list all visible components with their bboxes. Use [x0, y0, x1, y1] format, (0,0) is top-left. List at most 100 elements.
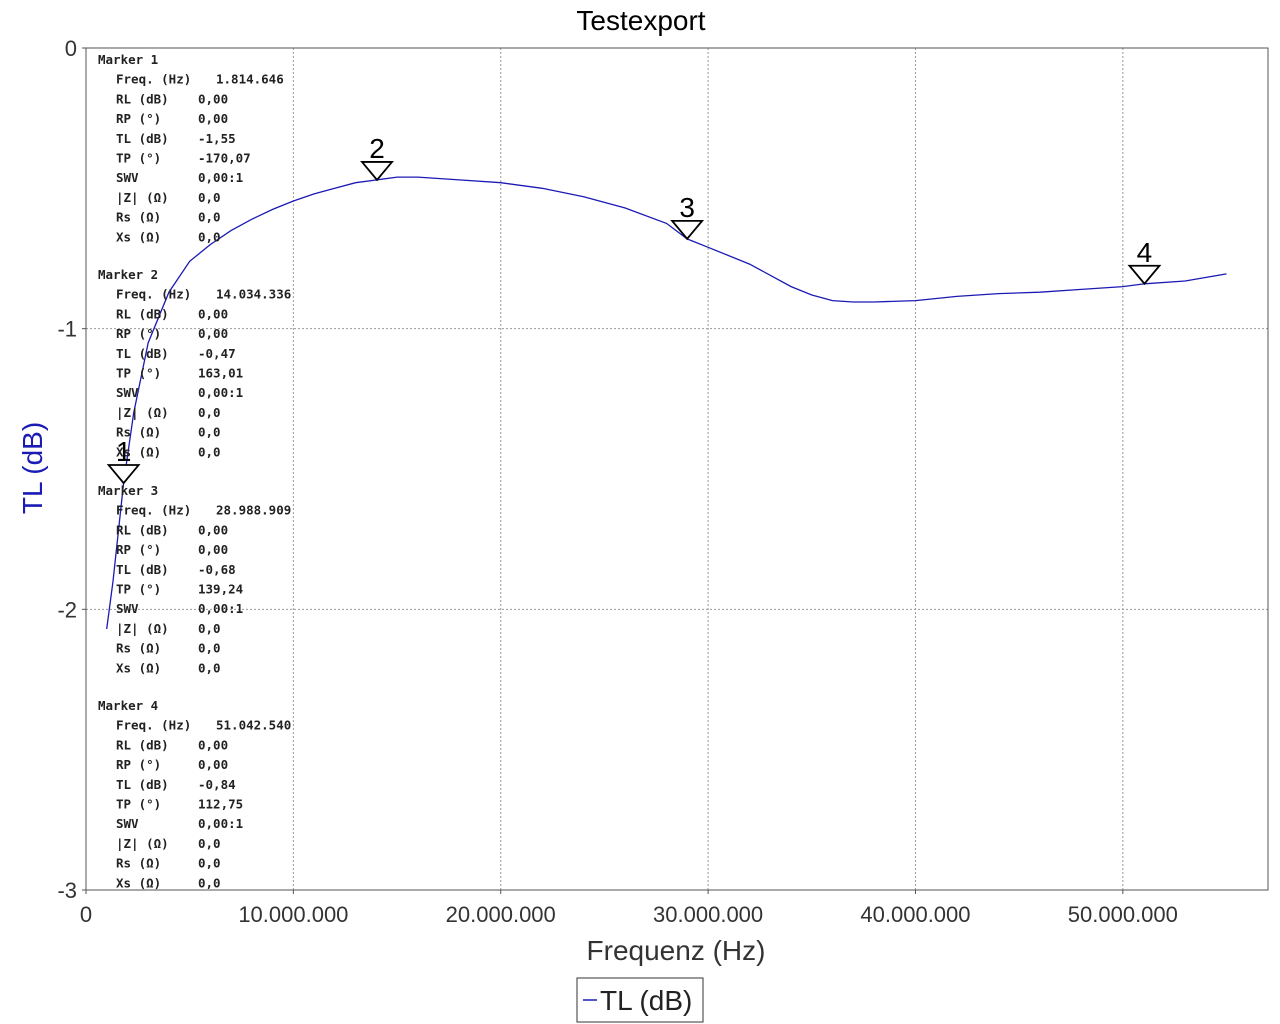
- marker-table-label: Rs (Ω): [116, 856, 161, 871]
- marker-table-label: TP (°): [116, 582, 161, 597]
- marker-table-label: Freq. (Hz): [116, 72, 191, 87]
- marker-number-1: 1: [116, 436, 132, 467]
- y-axis-label: TL (dB): [17, 422, 48, 514]
- marker-table-label: TL (dB): [116, 131, 169, 146]
- marker-table-header: Marker 4: [98, 698, 158, 713]
- marker-table-value: 163,01: [198, 366, 243, 381]
- marker-table-value: 14.034.336: [216, 287, 291, 302]
- marker-table-value: 0,00: [198, 542, 228, 557]
- marker-table-value: 0,0: [198, 875, 221, 890]
- marker-table-label: TP (°): [116, 366, 161, 381]
- marker-table-label: SWV: [116, 385, 139, 400]
- y-tick-label: -3: [57, 878, 77, 903]
- marker-table-value: 0,0: [198, 660, 221, 675]
- marker-table-value: 0,00:1: [198, 816, 243, 831]
- marker-table-label: Rs (Ω): [116, 210, 161, 225]
- marker-table-value: 0,00: [198, 522, 228, 537]
- marker-number-2: 2: [369, 133, 385, 164]
- y-ticks: 0 -1 -2 -3: [57, 36, 86, 903]
- marker-table-label: Rs (Ω): [116, 641, 161, 656]
- marker-table-label: TP (°): [116, 797, 161, 812]
- marker-table-label: Xs (Ω): [116, 660, 161, 675]
- marker-table-label: RL (dB): [116, 522, 169, 537]
- marker-table-label: |Z| (Ω): [116, 836, 169, 851]
- marker-table-value: 0,0: [198, 836, 221, 851]
- marker-table-value: 0,0: [198, 425, 221, 440]
- marker-table-label: |Z| (Ω): [116, 621, 169, 636]
- x-tick-label: 30.000.000: [653, 902, 763, 927]
- y-tick-label: -1: [57, 317, 77, 342]
- marker-table-label: |Z| (Ω): [116, 190, 169, 205]
- marker-table-value: 0,0: [198, 444, 221, 459]
- marker-table-header: Marker 1: [98, 52, 158, 67]
- y-tick-label: -2: [57, 597, 77, 622]
- marker-table-label: TP (°): [116, 151, 161, 166]
- legend: TL (dB): [576, 977, 704, 1023]
- marker-table-value: 0,0: [198, 641, 221, 656]
- marker-table-value: 0,00: [198, 326, 228, 341]
- marker-table-label: RL (dB): [116, 737, 169, 752]
- marker-table-label: RP (°): [116, 757, 161, 772]
- marker-table-value: 112,75: [198, 797, 243, 812]
- marker-table-label: TL (dB): [116, 346, 169, 361]
- plot-frame: [85, 47, 1269, 891]
- markers: 1 2 3 4: [106, 133, 1162, 485]
- marker-table-label: RP (°): [116, 326, 161, 341]
- marker-table-value: -1,55: [198, 131, 236, 146]
- marker-table-value: 0,00:1: [198, 601, 243, 616]
- marker-number-3: 3: [679, 192, 695, 223]
- marker-table-value: 0,0: [198, 190, 221, 205]
- marker-table-label: TL (dB): [116, 777, 169, 792]
- marker-table-label: Xs (Ω): [116, 875, 161, 890]
- marker-table-label: Xs (Ω): [116, 229, 161, 244]
- marker-table-label: RL (dB): [116, 91, 169, 106]
- marker-table-header: Marker 2: [98, 267, 158, 282]
- marker-table-value: 28.988.909: [216, 503, 291, 518]
- legend-entry: TL (dB): [600, 985, 692, 1016]
- x-tick-label: 20.000.000: [446, 902, 556, 927]
- marker-table-label: RP (°): [116, 111, 161, 126]
- marker-table-value: -0,84: [198, 777, 236, 792]
- marker-table-label: SWV: [116, 816, 139, 831]
- chart-title: Testexport: [576, 5, 705, 36]
- marker-table-value: 0,0: [198, 621, 221, 636]
- x-tick-label: 10.000.000: [238, 902, 348, 927]
- grid: [86, 48, 1268, 890]
- marker-table-label: Xs (Ω): [116, 444, 161, 459]
- legend-box: [576, 977, 704, 1023]
- marker-triangle-4: [1127, 264, 1162, 286]
- marker-number-4: 4: [1137, 237, 1153, 268]
- x-tick-label: 40.000.000: [860, 902, 970, 927]
- marker-table-label: |Z| (Ω): [116, 405, 169, 420]
- series-line-tl: [106, 176, 1227, 630]
- marker-table-value: 0,00: [198, 306, 228, 321]
- marker-table-value: 0,0: [198, 229, 221, 244]
- marker-table-value: 0,0: [198, 210, 221, 225]
- marker-table-value: -170,07: [198, 151, 251, 166]
- marker-table-label: RP (°): [116, 542, 161, 557]
- marker-table-value: -0,47: [198, 346, 236, 361]
- marker-table-value: 1.814.646: [216, 72, 284, 87]
- marker-table-value: 0,00: [198, 737, 228, 752]
- marker-table-value: 51.042.540: [216, 718, 291, 733]
- marker-table-value: 0,00: [198, 757, 228, 772]
- marker-triangle-1: [106, 464, 141, 485]
- marker-table-label: TL (dB): [116, 562, 169, 577]
- y-tick-label: 0: [65, 36, 77, 61]
- marker-table-value: 0,00:1: [198, 170, 243, 185]
- marker-table-value: 0,00: [198, 91, 228, 106]
- x-ticks: 0 10.000.000 20.000.000 30.000.000 40.000.00…: [80, 890, 1178, 927]
- marker-table-label: SWV: [116, 601, 139, 616]
- marker-triangle-2: [360, 161, 394, 182]
- marker-table-label: RL (dB): [116, 306, 169, 321]
- marker-table-value: 139,24: [198, 582, 243, 597]
- marker-table-value: -0,68: [198, 562, 236, 577]
- marker-table-label: Freq. (Hz): [116, 287, 191, 302]
- marker-table: Marker 1 Freq. (Hz) 1.814.646 RL (dB) 0,00 RP…: [98, 52, 291, 890]
- marker-table-value: 0,00: [198, 111, 228, 126]
- marker-table-value: 0,0: [198, 405, 221, 420]
- marker-table-label: SWV: [116, 170, 139, 185]
- marker-table-label: Freq. (Hz): [116, 718, 191, 733]
- x-tick-label: 50.000.000: [1068, 902, 1178, 927]
- marker-table-label: Freq. (Hz): [116, 503, 191, 518]
